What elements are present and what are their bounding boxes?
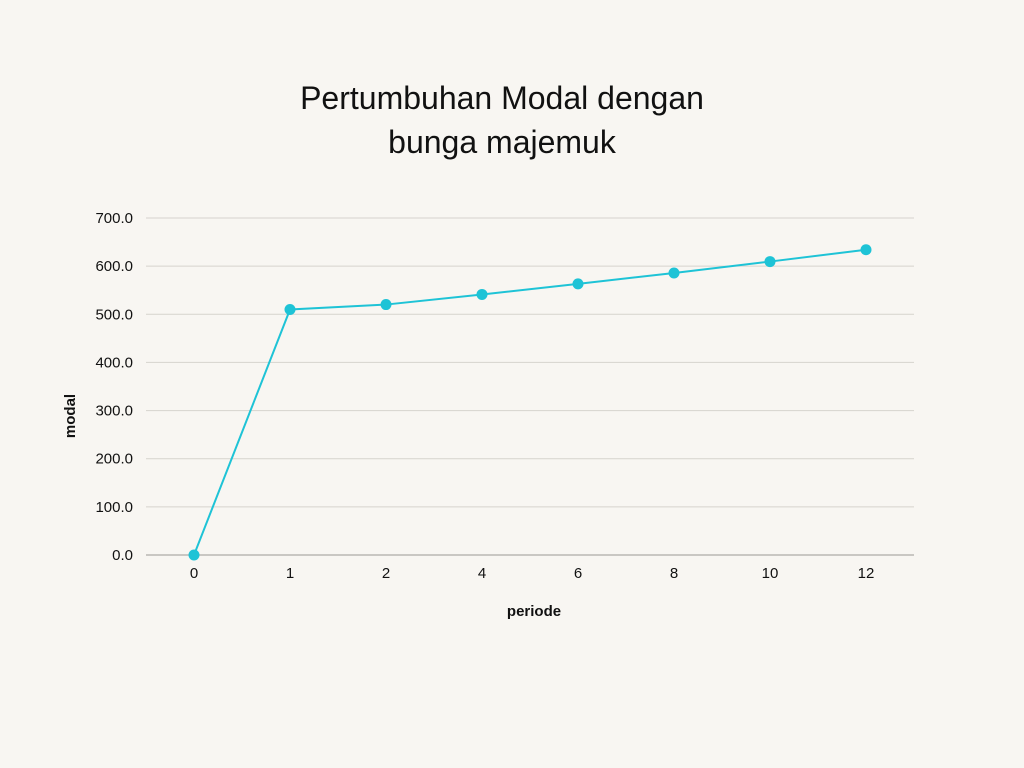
data-point[interactable] bbox=[188, 549, 200, 561]
chart-title-line-1: Pertumbuhan Modal dengan bbox=[300, 80, 704, 116]
y-tick-label: 500.0 bbox=[95, 306, 133, 323]
y-tick-label: 600.0 bbox=[95, 258, 133, 275]
y-tick-label: 0.0 bbox=[112, 547, 133, 564]
x-tick-label: 12 bbox=[858, 565, 875, 582]
x-axis-ticks: 0 1 2 4 6 8 10 12 bbox=[190, 565, 875, 582]
x-tick-label: 1 bbox=[286, 565, 294, 582]
y-tick-label: 100.0 bbox=[95, 499, 133, 516]
x-tick-label: 8 bbox=[670, 565, 678, 582]
data-point[interactable] bbox=[668, 267, 680, 279]
data-point[interactable] bbox=[860, 244, 872, 256]
data-series bbox=[188, 244, 872, 561]
y-tick-label: 400.0 bbox=[95, 354, 133, 371]
y-tick-label: 700.0 bbox=[95, 210, 133, 227]
x-tick-label: 10 bbox=[762, 565, 779, 582]
data-point[interactable] bbox=[380, 299, 392, 311]
y-tick-label: 300.0 bbox=[95, 403, 133, 420]
y-axis-ticks: 0.0 100.0 200.0 300.0 400.0 500.0 600.0 700.0 bbox=[95, 210, 133, 564]
x-tick-label: 0 bbox=[190, 565, 198, 582]
chart-title: Pertumbuhan Modal dengan bunga majemuk bbox=[0, 76, 1004, 164]
grid-lines bbox=[146, 217, 914, 556]
x-tick-label: 4 bbox=[478, 565, 486, 582]
y-tick-label: 200.0 bbox=[95, 451, 133, 468]
data-point[interactable] bbox=[284, 303, 296, 315]
x-axis-label: periode bbox=[507, 603, 561, 620]
series-line bbox=[193, 248, 867, 556]
chart-title-line-2: bunga majemuk bbox=[388, 124, 616, 160]
data-point[interactable] bbox=[764, 256, 776, 268]
data-point[interactable] bbox=[476, 288, 488, 300]
y-axis-label: modal bbox=[62, 394, 79, 438]
x-tick-label: 2 bbox=[382, 565, 390, 582]
data-point[interactable] bbox=[572, 278, 584, 290]
x-tick-label: 6 bbox=[574, 565, 582, 582]
